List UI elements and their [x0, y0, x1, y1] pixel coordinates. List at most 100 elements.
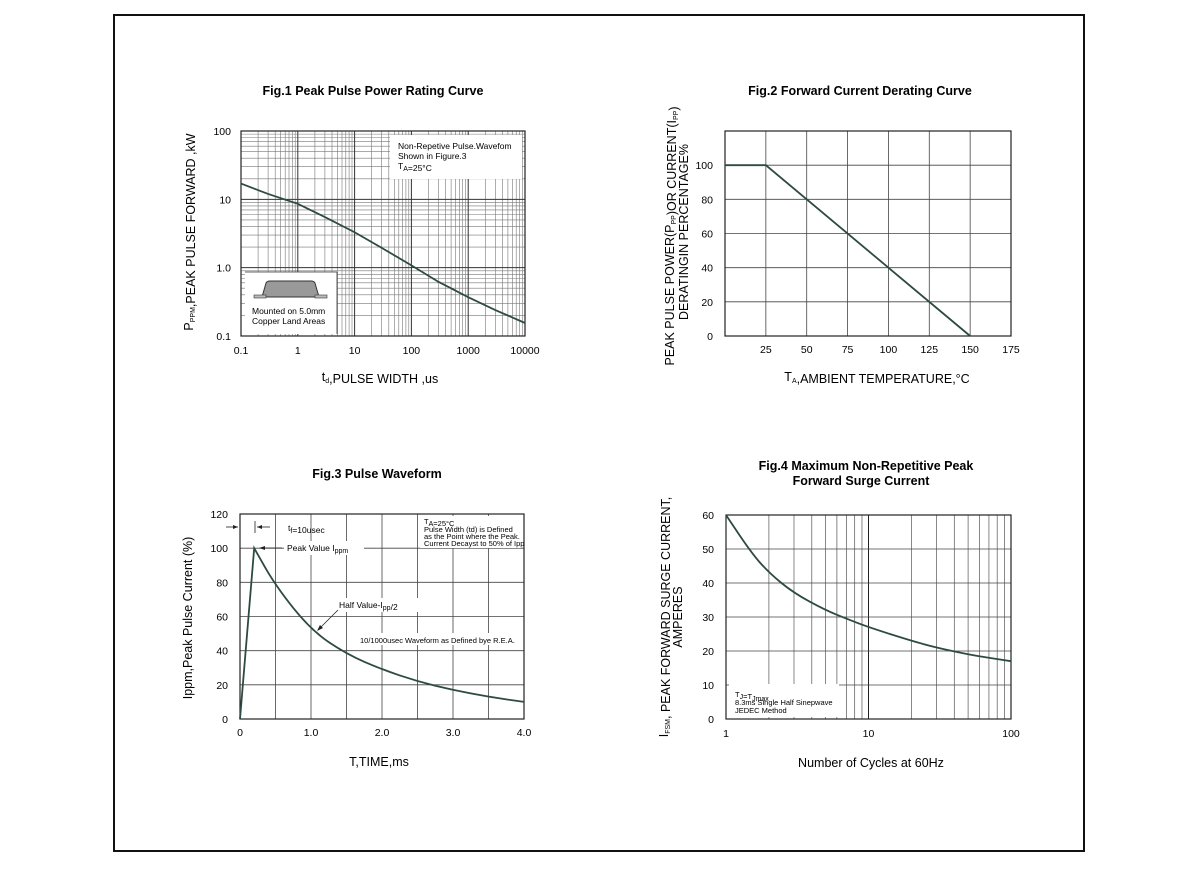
fig3-x-tick-label: 2.0	[375, 727, 390, 739]
fig4-annotation: TJ=TJmax	[735, 690, 769, 703]
fig3-y-tick-label: 120	[210, 509, 228, 521]
fig2-y-axis-label: PEAK PULSE POWER(PPP)OR CURRENT(IPP)	[663, 106, 681, 365]
fig1-annotation: TA=25°C	[398, 161, 432, 173]
fig3-note-box	[335, 598, 425, 612]
fig3-y-tick-label: 20	[216, 680, 228, 692]
fig1-x-tick-label: 100	[403, 345, 421, 357]
fig4-y-axis-label: AMPERES	[671, 586, 685, 647]
fig2-plot-border	[724, 130, 1012, 337]
fig2-chart: Fig.2 Forward Current Derating Curve 25 50…	[663, 84, 1020, 386]
fig3-half-arrow-head	[317, 625, 323, 631]
fig2-y-tick-label: 20	[701, 297, 713, 309]
fig4-series-line	[725, 514, 1012, 663]
fig4-y-tick-label: 0	[708, 714, 714, 726]
fig1-x-tick-label: 1	[295, 345, 301, 357]
fig4-y-tick-label: 20	[702, 646, 714, 658]
fig2-y-tick-label: 80	[701, 194, 713, 206]
fig4-annotation: JEDEC Method	[735, 706, 787, 715]
fig1-y-tick-label: 10	[219, 194, 231, 206]
fig1-note-box	[390, 135, 522, 179]
fig3-y-tick-label: 100	[210, 543, 228, 555]
fig1-y-axis-label: PPPM,PEAK PULSE FORWARD ,kW	[182, 133, 198, 330]
fig4-annotation: 8.3ms Single Half Sinepwave	[735, 698, 833, 707]
fig2-y-tick-label: 40	[701, 263, 713, 275]
fig4-y-tick-label: 30	[702, 612, 714, 624]
fig3-y-axis-label: Ippm,Peak Pulse Current (%)	[181, 537, 195, 700]
fig3-series-line	[239, 545, 525, 720]
fig4-x-tick-label: 1	[723, 728, 729, 740]
fig3-note-box	[358, 633, 522, 645]
fig1-annotation: Mounted on 5.0mm	[252, 306, 325, 316]
fig4-y-tick-label: 10	[702, 680, 714, 692]
fig1-x-tick-label: 10	[349, 345, 361, 357]
fig4-plot-border	[725, 514, 1012, 720]
fig3-peak-arrow-head	[259, 546, 265, 550]
fig3-note-box	[284, 541, 364, 555]
fig2-x-tick-label: 100	[880, 344, 898, 356]
package-icon	[261, 280, 320, 298]
fig1-y-tick-label: 1.0	[216, 263, 231, 275]
fig2-x-tick-label: 50	[801, 344, 813, 356]
fig2-x-tick-label: 75	[842, 344, 854, 356]
fig2-series-line	[725, 164, 971, 337]
fig1-title: Fig.1 Peak Pulse Power Rating Curve	[263, 84, 484, 98]
fig2-x-tick-label: 125	[921, 344, 939, 356]
fig4-x-tick-label: 100	[1002, 728, 1020, 740]
fig4-title: Fig.4 Maximum Non-Repetitive Peak	[759, 459, 974, 473]
fig4-title: Forward Surge Current	[793, 474, 931, 488]
fig3-annotation: tf=10usec	[288, 523, 325, 535]
fig3-x-tick-label: 3.0	[446, 727, 461, 739]
fig2-title: Fig.2 Forward Current Derating Curve	[748, 84, 972, 98]
fig2-y-tick-label: 0	[707, 331, 713, 343]
fig1-annotation: Non-Repetive Pulse.Wavefom	[398, 141, 512, 151]
fig1-y-tick-label: 100	[213, 126, 231, 138]
fig4-x-axis-label: Number of Cycles at 60Hz	[798, 756, 944, 770]
fig3-annotation: as the Point where the Peak.	[424, 532, 520, 541]
fig4-y-tick-label: 50	[702, 544, 714, 556]
fig3-chart: Fig.3 Pulse Waveform 0 1.0 2.0 3.0 4.0 0 20 40 60…	[181, 467, 531, 769]
fig3-half-arrow	[319, 609, 339, 629]
fig3-annotation: Half Value-Ipp/2	[339, 600, 398, 612]
package-lead-icon	[314, 294, 328, 299]
fig3-title: Fig.3 Pulse Waveform	[312, 467, 441, 481]
fig1-x-tick-label: 1000	[457, 345, 481, 357]
fig3-note-box	[420, 516, 522, 548]
fig1-x-axis-label: td,PULSE WIDTH ,us	[322, 370, 438, 386]
fig1-y-tick-label: 0.1	[216, 331, 231, 343]
fig1-plot-border	[240, 130, 526, 337]
fig3-plot-border	[239, 513, 525, 720]
fig2-y-tick-label: 60	[701, 229, 713, 241]
fig2-x-tick-label: 175	[1002, 344, 1020, 356]
fig3-tf-arrow-head	[233, 525, 238, 529]
fig3-x-tick-label: 4.0	[517, 727, 532, 739]
fig4-y-axis-label: IFSM, PEAK FORWARD SURGE CURRENT,	[657, 497, 673, 738]
fig3-y-tick-label: 60	[216, 612, 228, 624]
fig3-x-tick-label: 1.0	[304, 727, 319, 739]
fig3-tf-arrow-head	[257, 525, 262, 529]
fig3-y-tick-label: 80	[216, 577, 228, 589]
fig1-annotation: Copper Land Areas	[252, 316, 325, 326]
fig4-note-box	[729, 684, 839, 717]
fig3-y-tick-label: 40	[216, 646, 228, 658]
document-frame	[113, 14, 1085, 852]
fig1-chart: Fig.1 Peak Pulse Power Rating Curve 0.1 1 1…	[182, 84, 540, 386]
fig3-annotation: Pulse Width (td) is Defined	[424, 525, 513, 534]
fig4-chart: Fig.4 Maximum Non-Repetitive PeakForward…	[657, 459, 1020, 770]
fig3-x-axis-label: T,TIME,ms	[349, 755, 409, 769]
fig2-x-tick-label: 150	[961, 344, 979, 356]
package-lead-icon	[253, 294, 267, 299]
fig3-annotation: TA=25°C	[424, 517, 455, 528]
fig3-annotation: Peak Value Ippm	[287, 543, 348, 555]
fig4-x-tick-label: 10	[863, 728, 875, 740]
fig2-x-tick-label: 25	[760, 344, 772, 356]
fig2-x-axis-label: TA,AMBIENT TEMPERATURE,°C	[784, 370, 969, 386]
fig3-y-tick-label: 0	[222, 714, 228, 726]
fig1-x-tick-label: 0.1	[234, 345, 249, 357]
fig3-annotation: 10/1000usec Waveform as Defined bye R.E.…	[360, 636, 515, 645]
fig4-y-tick-label: 40	[702, 578, 714, 590]
fig1-annotation: Shown in Figure.3	[398, 151, 467, 161]
fig3-x-tick-label: 0	[237, 727, 243, 739]
fig3-annotation: Current Decayst to 50% of Ipp	[424, 539, 524, 548]
fig1-series-line	[240, 182, 526, 324]
